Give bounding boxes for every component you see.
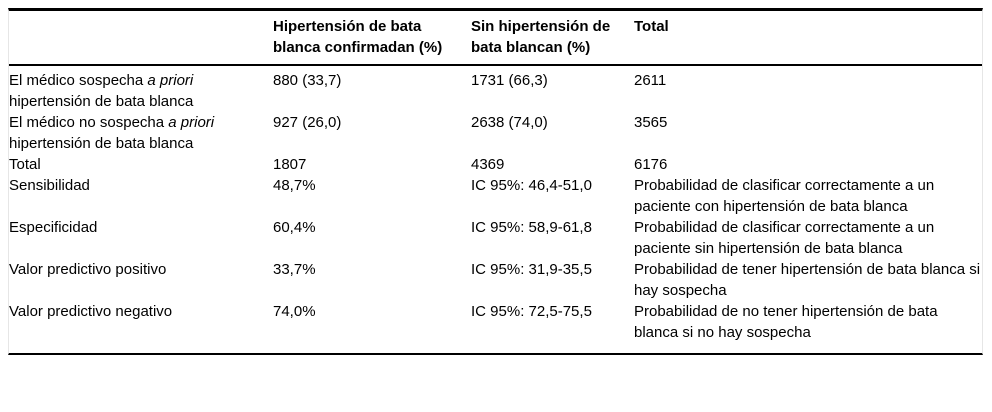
cell-value: 33,7% (273, 261, 316, 278)
table-row: Total 1807 4369 6176 (9, 154, 982, 175)
row-label-italic: a priori (147, 72, 194, 89)
table-row: Valor predictivo negativo 74,0% IC 95%: … (9, 301, 982, 353)
row-label-text: El médico sospecha (9, 72, 148, 89)
cell-confidence-interval: IC 95%: 58,9-61,8 (471, 219, 592, 236)
cell-confirmed-whh: 927 (26,0) (273, 114, 342, 131)
row-label-text: hipertensión de bata blanca (9, 135, 194, 152)
table-body: El médico sospecha a priori hipertensión… (9, 65, 982, 353)
row-label: Especificidad (9, 217, 273, 259)
row-label-text: hipertensión de bata blanca (9, 93, 194, 110)
row-label-text: Valor predictivo positivo (9, 261, 167, 278)
row-label: Sensibilidad (9, 175, 273, 217)
table-row: Valor predictivo positivo 33,7% IC 95%: … (9, 259, 982, 301)
table-row: El médico no sospecha a priori hipertens… (9, 112, 982, 154)
cell-confidence-interval: IC 95%: 31,9-35,5 (471, 261, 592, 278)
row-label: El médico no sospecha a priori hipertens… (9, 112, 273, 154)
cell-description: Probabilidad de clasificar correctamente… (634, 219, 935, 257)
cell-no-whh: 1731 (66,3) (471, 72, 548, 89)
cell-value: 48,7% (273, 177, 316, 194)
row-label: Valor predictivo negativo (9, 301, 273, 353)
header-cell-total: Total (634, 11, 982, 66)
cell-description: Probabilidad de tener hipertensión de ba… (634, 261, 981, 299)
header-row: Hipertensión de bata blanca confirmadan … (9, 11, 982, 66)
cell-confirmed-whh: 880 (33,7) (273, 72, 342, 89)
cell-total: 6176 (634, 156, 668, 173)
cell-description: Probabilidad de no tener hipertensión de… (634, 303, 938, 341)
table-row: Sensibilidad 48,7% IC 95%: 46,4-51,0 Pro… (9, 175, 982, 217)
cell-total: 3565 (634, 114, 668, 131)
row-label: Total (9, 154, 273, 175)
header-cell-no-whh: Sin hipertensión de bata blancan (%) (471, 11, 634, 66)
diagnostic-performance-table: Hipertensión de bata blanca confirmadan … (9, 11, 982, 353)
cell-value: 60,4% (273, 219, 316, 236)
cell-value: 74,0% (273, 303, 316, 320)
table-row: Especificidad 60,4% IC 95%: 58,9-61,8 Pr… (9, 217, 982, 259)
row-label-text: Especificidad (9, 219, 98, 236)
cell-description: Probabilidad de clasificar correctamente… (634, 177, 935, 215)
table-header: Hipertensión de bata blanca confirmadan … (9, 11, 982, 66)
cell-no-whh: 2638 (74,0) (471, 114, 548, 131)
row-label-text: El médico no sospecha (9, 114, 169, 131)
row-label-italic: a priori (168, 114, 215, 131)
header-cell-empty (9, 11, 273, 66)
cell-no-whh: 4369 (471, 156, 505, 173)
table-row: El médico sospecha a priori hipertensión… (9, 65, 982, 112)
cell-confidence-interval: IC 95%: 46,4-51,0 (471, 177, 592, 194)
results-table-container: Hipertensión de bata blanca confirmadan … (8, 8, 983, 355)
cell-confirmed-whh: 1807 (273, 156, 307, 173)
cell-total: 2611 (634, 72, 667, 89)
row-label-text: Total (9, 156, 41, 173)
row-label: El médico sospecha a priori hipertensión… (9, 65, 273, 112)
row-label-text: Sensibilidad (9, 177, 90, 194)
row-label-text: Valor predictivo negativo (9, 303, 173, 320)
header-cell-confirmed-whh: Hipertensión de bata blanca confirmadan … (273, 11, 471, 66)
cell-confidence-interval: IC 95%: 72,5-75,5 (471, 303, 592, 320)
row-label: Valor predictivo positivo (9, 259, 273, 301)
